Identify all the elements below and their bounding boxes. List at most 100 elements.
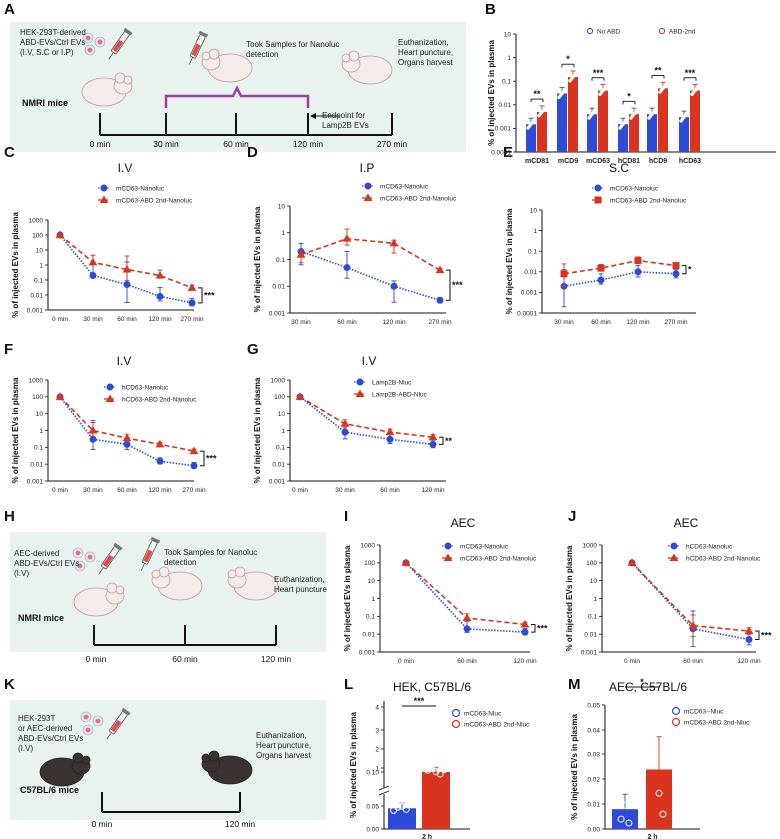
data-point bbox=[155, 439, 165, 448]
legend-marker bbox=[451, 708, 461, 718]
chart-i: I AEC 1000 100 10 1 0.1 0.01 0.001 0 min 60 min 120… bbox=[343, 508, 548, 665]
y-tick-label: 100 bbox=[586, 560, 597, 567]
significance-label: *** bbox=[414, 696, 425, 706]
y-tick-label: 0.00 bbox=[587, 826, 600, 833]
bar-abd-2nd bbox=[537, 111, 547, 152]
y-tick-label: 0.001 bbox=[521, 290, 538, 297]
significance-label: ** bbox=[533, 89, 541, 99]
panel-label-f: F bbox=[4, 341, 13, 358]
data-point bbox=[389, 238, 399, 247]
panel-label-b: B bbox=[485, 1, 496, 18]
end-text-line-2: Heart puncture bbox=[274, 585, 327, 594]
legend-marker bbox=[106, 383, 114, 391]
data-point bbox=[88, 426, 98, 434]
y-tick-label: 1000 bbox=[271, 377, 286, 384]
legend-marker bbox=[670, 542, 678, 550]
data-point bbox=[613, 793, 621, 801]
timeline-label: 0 min bbox=[92, 819, 113, 829]
series-line-red bbox=[300, 237, 441, 271]
injection-text-line-3: ABD-EVs/Ctrl EVs bbox=[18, 734, 83, 743]
y-tick-label: 1 bbox=[593, 596, 597, 603]
x-tick-label: 0 min bbox=[52, 487, 68, 494]
data-point bbox=[424, 766, 432, 774]
significance-bracket bbox=[531, 623, 536, 633]
panel-label-i: I bbox=[344, 508, 348, 525]
y-tick-label: 10 bbox=[36, 411, 44, 418]
data-point bbox=[672, 270, 680, 278]
significance-label: * bbox=[566, 54, 570, 64]
injection-text-line-2: or AEC-derived bbox=[18, 724, 72, 733]
data-point bbox=[390, 282, 398, 290]
mice-label: NMRI mice bbox=[18, 613, 64, 623]
legend-marker bbox=[658, 27, 666, 35]
x-tick-label: 0 min bbox=[292, 487, 308, 494]
significance-label: *** bbox=[452, 280, 463, 290]
x-tick-label: 60 min bbox=[117, 316, 137, 323]
bar-no-abd bbox=[587, 114, 597, 152]
injection-text-line-3: (I.V, S.C or I.P) bbox=[20, 48, 74, 57]
data-point bbox=[563, 88, 567, 92]
legend-label: mCD63-Nanoluc bbox=[610, 185, 659, 192]
chart-e: E S.C 10 1 0.1 0.01 0.001 0.0001 30 min 60 min 120… bbox=[503, 144, 696, 326]
y-tick-label: 0.01 bbox=[30, 292, 43, 299]
vial-icon bbox=[80, 711, 92, 723]
vial-icon bbox=[82, 724, 94, 736]
y-axis-label: % of injected EVs in plasma bbox=[253, 206, 262, 312]
data-point bbox=[647, 736, 655, 744]
data-point bbox=[625, 819, 633, 827]
data-point bbox=[156, 457, 164, 465]
y-tick-label: 0.02 bbox=[587, 776, 600, 783]
series-line-red bbox=[59, 234, 193, 289]
bar-abd-2nd bbox=[690, 90, 700, 152]
x-tick-label: 120 min bbox=[382, 319, 406, 326]
y-axis-label: % of injected EVs in plasma bbox=[253, 377, 262, 483]
data-point bbox=[532, 118, 536, 123]
vial-icon bbox=[84, 44, 96, 56]
legend-label: mCD63-ABD 2nd-Nanoluc bbox=[460, 555, 537, 562]
legend-marker bbox=[356, 378, 364, 386]
y-tick-label: 100 bbox=[364, 560, 375, 567]
y-tick-label: 0.05 bbox=[366, 803, 379, 810]
end-text-line-2: Heart puncture, bbox=[256, 741, 311, 750]
x-tick-label: 30 min bbox=[554, 319, 574, 326]
y-tick-label: 0.1 bbox=[34, 445, 43, 452]
y-axis-label: % of injected EVs in plasma bbox=[570, 714, 579, 820]
data-point bbox=[123, 281, 131, 289]
panel-label-e: E bbox=[503, 144, 513, 161]
bar-no-abd bbox=[557, 93, 567, 152]
end-text-line-1: Euthanization, bbox=[274, 575, 325, 584]
vial-icon bbox=[72, 547, 84, 559]
y-axis-label: % of injected EVs in plasma bbox=[11, 212, 20, 318]
significance-label: *** bbox=[204, 290, 215, 300]
data-point bbox=[462, 613, 472, 622]
y-tick-label: 0.001 bbox=[269, 310, 286, 317]
data-point bbox=[55, 230, 65, 238]
injection-text-line-1: AEC-derived bbox=[14, 549, 59, 558]
injection-text-line-4: (I.V) bbox=[18, 744, 33, 753]
y-tick-label: 1 bbox=[39, 262, 43, 269]
significance-bracket bbox=[439, 436, 444, 445]
significance-label: *** bbox=[593, 68, 604, 78]
x-tick-label: mCD81 bbox=[525, 158, 549, 165]
data-point bbox=[655, 789, 663, 797]
y-tick-label: 10 bbox=[504, 31, 512, 38]
y-tick-label: 0.001 bbox=[359, 649, 376, 656]
y-tick-label: 0.01 bbox=[498, 102, 511, 109]
panel-label-h: H bbox=[4, 508, 15, 525]
y-tick-label: 0.001 bbox=[495, 126, 512, 133]
y-tick-label: 0.01 bbox=[30, 461, 43, 468]
legend-marker bbox=[444, 542, 452, 550]
series-line-blue bbox=[299, 396, 434, 446]
axis-break-mask bbox=[379, 788, 389, 794]
end-text-line-1: Euthanization, bbox=[398, 38, 449, 47]
data-point bbox=[89, 271, 97, 279]
legend-label: mCD63-ABD 2nd-Nanoluc bbox=[116, 197, 193, 204]
chart-b: B 10 1 0.1 0.01 0.001 0.0001 % of injected EVs … bbox=[485, 1, 776, 165]
chart-l: L HEK, C57BL/6 4 3 2 10.10 0.05 0.00 % of inject… bbox=[344, 676, 530, 839]
y-tick-label: 0.1 bbox=[528, 249, 537, 256]
samples-text-line-2: detection bbox=[246, 50, 278, 59]
end-text-line-3: Organs harvest bbox=[256, 751, 311, 760]
significance-label: *** bbox=[537, 623, 548, 633]
legend-marker bbox=[355, 389, 365, 397]
timeline-label: 30 min bbox=[153, 139, 179, 149]
